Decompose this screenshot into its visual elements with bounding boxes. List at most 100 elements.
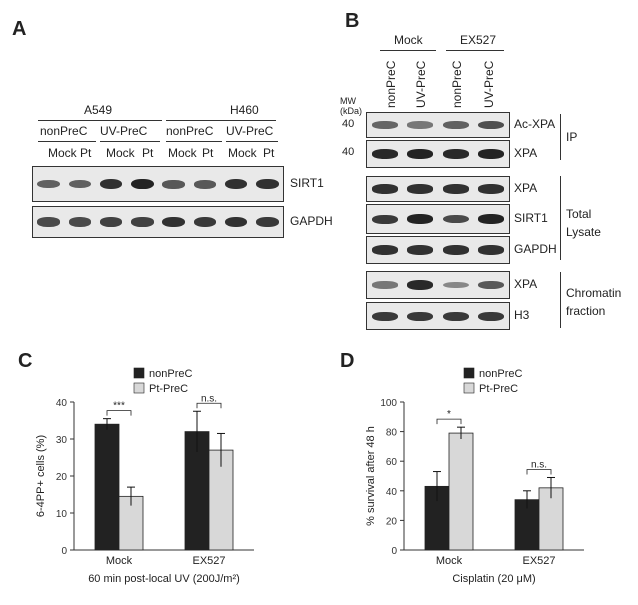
blot-sirt1-lysate: [366, 204, 510, 234]
x-tick-label: EX527: [522, 555, 555, 567]
legend-swatch: [133, 367, 145, 379]
lane-label: nonPreC: [384, 60, 398, 108]
y-tick-label: 80: [386, 428, 398, 439]
bracket-label-ip: IP: [566, 130, 578, 144]
y-axis-label: % survival after 48 h: [365, 426, 377, 526]
blot-band: [442, 311, 469, 321]
x-axis-label: 60 min post-local UV (200J/m²): [88, 573, 240, 585]
blot-band: [99, 217, 123, 227]
y-tick-label: 10: [56, 509, 68, 520]
blot-band: [478, 280, 505, 290]
blot-band: [442, 184, 469, 194]
treatment-label: Mock: [168, 146, 197, 160]
y-tick-label: 0: [391, 546, 397, 557]
blot-band: [162, 179, 185, 189]
y-tick-label: 100: [380, 398, 397, 409]
group-divider: [166, 141, 222, 142]
blot-band: [224, 178, 248, 190]
blot-band: [68, 217, 92, 227]
blot-band: [407, 149, 434, 159]
blot-band: [478, 120, 505, 130]
panel-a-letter: A: [12, 18, 27, 40]
lane-label: UV-PreC: [414, 60, 428, 108]
significance-label: *: [447, 409, 451, 420]
treatment-label: Pt: [202, 146, 214, 160]
blot-ac-xpa: [366, 112, 510, 138]
blot-label-sirt1: SIRT1: [290, 176, 324, 190]
blot-xpa-lysate: [366, 176, 510, 202]
mw-mark: 40: [342, 146, 355, 158]
blot-band: [478, 245, 505, 255]
x-tick-label: Mock: [436, 555, 463, 567]
blot-band: [442, 281, 469, 289]
blot-band: [131, 217, 154, 227]
bracket-chromatin: [560, 272, 561, 328]
treatment-label: Mock: [106, 146, 135, 160]
legend-swatch: [463, 367, 475, 379]
y-axis-label: 6-4PP+ cells (%): [35, 435, 47, 517]
blot-band: [407, 214, 434, 224]
x-tick-label: EX527: [192, 555, 225, 567]
cell-line-h460: H460: [230, 103, 259, 117]
blot-band: [371, 149, 398, 159]
bar: [94, 423, 120, 551]
blot-band: [224, 216, 248, 228]
group-ex527: EX527: [460, 33, 497, 47]
blot-band: [407, 280, 434, 290]
blot-band: [371, 281, 398, 289]
y-tick-label: 20: [386, 516, 398, 527]
significance-bracket: [196, 402, 222, 409]
chart-d: 0 20 40 60 80 100 % survival after 48 h * Mock n.…: [365, 367, 584, 585]
group-label: nonPreC: [166, 124, 214, 138]
blot-xpa-ip: [366, 140, 510, 168]
treatment-label: Pt: [80, 146, 92, 160]
blot-band: [256, 178, 279, 190]
legend-swatch: [133, 382, 145, 394]
blot-gapdh-lysate: [366, 236, 510, 264]
blot-band: [442, 245, 469, 255]
blot-band: [37, 217, 60, 227]
y-tick-label: 40: [56, 398, 68, 409]
bracket-ip: [560, 114, 561, 160]
significance-label: ***: [113, 401, 125, 412]
blot-band: [131, 178, 154, 190]
blot-band: [478, 214, 505, 224]
group-divider: [38, 141, 96, 142]
blot-band: [256, 217, 279, 227]
group-label: UV-PreC: [100, 124, 148, 138]
treatment-label: Mock: [48, 146, 77, 160]
legend-label: nonPreC: [479, 368, 522, 380]
blot-band: [37, 179, 60, 189]
y-tick-label: 40: [386, 487, 398, 498]
y-tick-label: 20: [56, 472, 68, 483]
group-divider: [446, 50, 504, 51]
group-mock: Mock: [394, 33, 423, 47]
significance-label: n.s.: [201, 393, 217, 404]
significance-bracket: [526, 469, 552, 475]
blot-gapdh: [32, 206, 284, 238]
blot-band: [371, 121, 398, 129]
blot-band: [162, 216, 185, 228]
blot-band: [407, 311, 434, 321]
blot-band: [371, 214, 398, 224]
group-divider: [380, 50, 436, 51]
blot-band: [371, 245, 398, 255]
blot-label: XPA: [514, 181, 538, 195]
blot-band: [68, 179, 92, 189]
blot-band: [478, 149, 505, 159]
chart-c: 0 10 20 30 40 6-4PP+ cells (%) *** Mock n.s. EX52…: [35, 367, 254, 585]
blot-band: [193, 217, 217, 227]
blot-band: [371, 184, 398, 194]
panel-c-letter: C: [18, 350, 33, 372]
blot-xpa-chromatin: [366, 271, 510, 299]
blot-label: SIRT1: [514, 211, 548, 225]
cell-line-a549: A549: [84, 103, 113, 117]
legend-label: Pt-PreC: [479, 383, 518, 395]
treatment-label: Mock: [228, 146, 257, 160]
bracket-label-chromatin: Chromatin fraction: [566, 286, 622, 318]
blot-label: XPA: [514, 277, 538, 291]
significance-label: n.s.: [531, 459, 547, 470]
blot-band: [442, 214, 469, 224]
legend-label: nonPreC: [149, 368, 192, 380]
y-tick-label: 0: [61, 546, 67, 557]
